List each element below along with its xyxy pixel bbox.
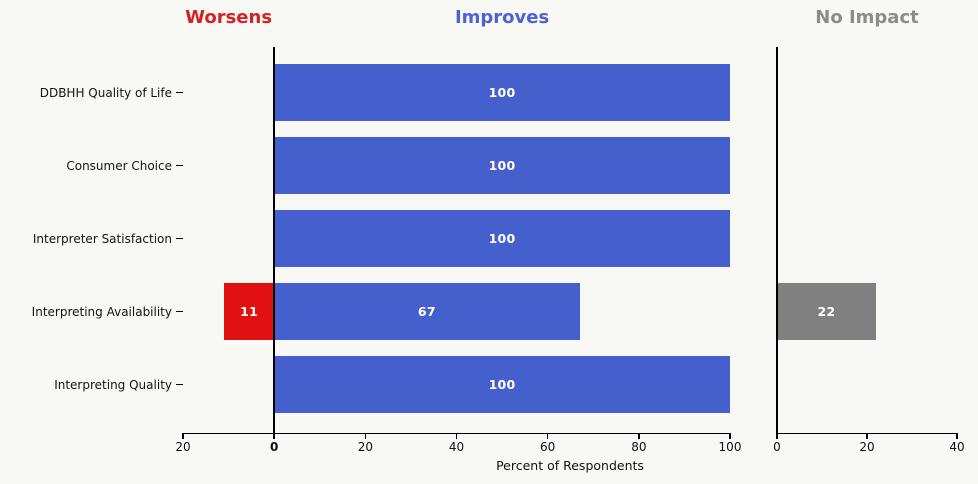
y-tick-mark [176,310,183,313]
x-axis-label: Percent of Respondents [496,458,644,473]
x-tick-label: 0 [773,440,781,454]
x-tick-mark [956,433,958,439]
x-tick-label: 40 [949,440,965,454]
bar-value-label: 22 [817,304,836,319]
x-tick-label: 20 [175,440,191,454]
x-tick-mark [546,433,549,439]
bar-value-label: 100 [488,377,516,392]
x-tick-mark [776,433,778,439]
y-tick-mark [176,91,183,94]
x-tick-label: 60 [540,440,556,454]
x-tick-label: 80 [631,440,647,454]
category-label: Interpreter Satisfaction [32,231,172,246]
bar-improves: 100 [274,356,730,413]
x-tick-label: 40 [448,440,465,454]
x-tick-label: 20 [357,440,373,454]
x-tick-mark [638,433,640,439]
category-label: Interpreting Quality [54,377,172,392]
x-tick-mark [182,433,184,439]
section-header-worsens: Worsens [185,7,273,28]
bar-value-label: 100 [488,231,516,246]
bar-value-label: 100 [488,85,516,100]
x-tick-label: 100 [718,440,742,454]
x-tick-label: 20 [859,440,875,454]
category-label: Consumer Choice [66,158,172,173]
x-tick-mark [729,433,731,439]
x-tick-label: 0 [269,440,279,454]
zero-line [273,47,276,433]
zero-line [776,47,778,433]
x-tick-mark [273,433,275,439]
bar-improves: 100 [274,137,730,194]
bar-value-label: 11 [240,304,259,319]
section-header-improves: Improves [454,7,550,28]
bar-improves: 100 [274,210,730,267]
category-label: DDBHH Quality of Life [39,85,172,100]
y-tick-mark [176,383,183,386]
bar-value-label: 100 [488,158,516,173]
x-tick-mark [364,433,367,439]
x-tick-mark [455,433,458,439]
category-label: Interpreting Availability [31,304,172,319]
x-tick-mark [866,433,868,439]
bar-no-impact: 22 [777,283,876,340]
bar-value-label: 67 [417,304,436,319]
bar-improves: 67 [274,283,580,340]
bar-improves: 100 [274,64,730,121]
y-tick-mark [176,164,183,167]
bar-worsens: 11 [224,283,275,340]
y-tick-mark [176,237,183,240]
section-header-no-impact: No Impact [815,7,919,28]
